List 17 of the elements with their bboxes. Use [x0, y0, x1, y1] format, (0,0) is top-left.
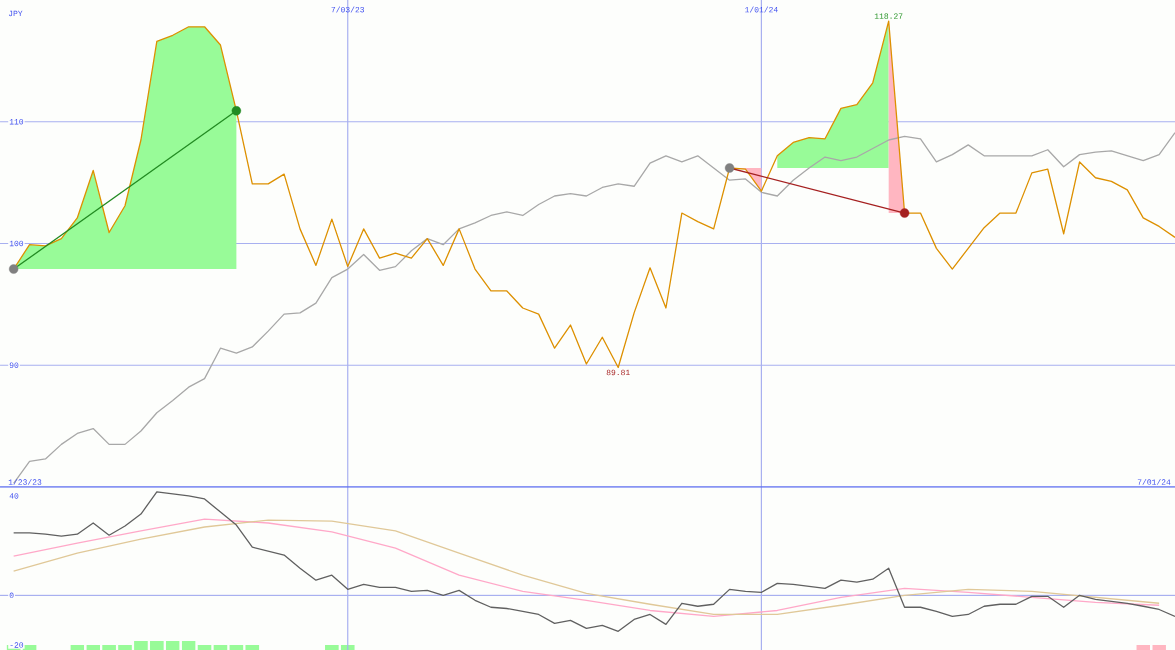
y-tick-label: 110: [9, 119, 24, 125]
annotation: 89.81: [606, 369, 630, 376]
y-tick-label: -20: [10, 642, 24, 648]
point: [724, 163, 735, 173]
annotation: 1/23/23: [8, 478, 42, 485]
point: [8, 264, 19, 274]
y-tick-label: 100: [9, 240, 24, 247]
annotation: 118.27: [874, 13, 903, 19]
point: [231, 106, 242, 116]
annotation: 7/01/24: [1137, 478, 1171, 485]
y-tick-label: 0: [9, 592, 14, 599]
x-tick-label: 7/03/23: [331, 6, 365, 13]
y-tick-label: 90: [9, 362, 19, 368]
y-axis-title: JPY: [8, 10, 23, 17]
x-tick-label: 1/01/24: [745, 6, 778, 13]
point: [899, 208, 910, 218]
y-tick-label: 40: [9, 493, 19, 499]
